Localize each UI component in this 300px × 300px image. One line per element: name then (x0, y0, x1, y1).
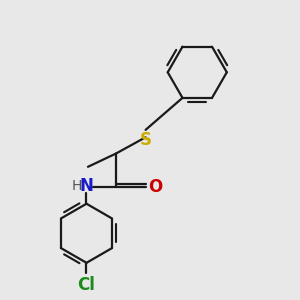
Text: S: S (140, 131, 152, 149)
Text: O: O (148, 178, 162, 196)
Text: Cl: Cl (78, 276, 95, 294)
Text: H: H (72, 179, 82, 193)
Text: N: N (80, 177, 93, 195)
